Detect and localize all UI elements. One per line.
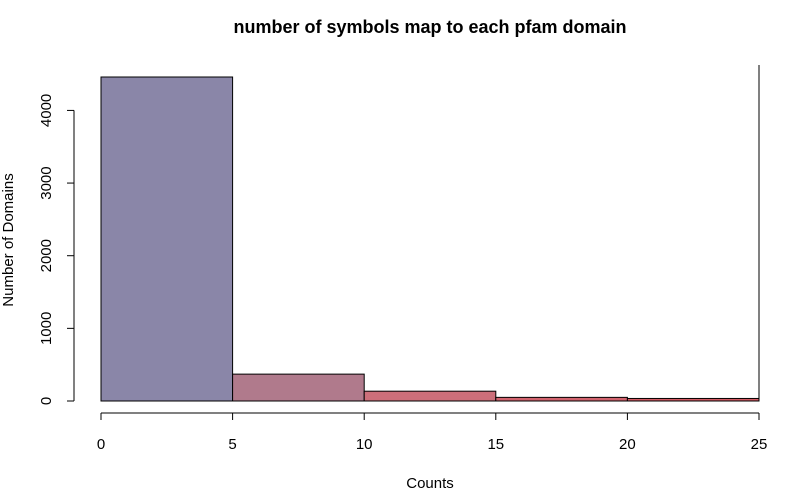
x-tick-label-15: 15 [487,436,504,453]
x-axis-label: Counts [406,475,454,492]
bar-5-10 [232,373,365,402]
bar-15-20 [495,396,628,402]
y-tick-label-3000: 3000 [38,166,55,199]
x-tick-label-0: 0 [97,436,105,453]
y-tick-label-0: 0 [38,397,55,405]
bars-group [100,76,760,402]
y-tick-label-1000: 1000 [38,312,55,345]
x-tick-label-25: 25 [751,436,768,453]
x-axis: 0 5 10 15 20 25 [97,412,768,453]
y-tick-label-2000: 2000 [38,239,55,272]
y-axis-label: Number of Domains [0,173,17,306]
bar-10-15 [363,390,497,402]
x-tick-label-5: 5 [228,436,236,453]
bar-20-25 [626,397,760,402]
y-tick-label-4000: 4000 [38,94,55,127]
y-axis: 0 1000 2000 3000 4000 [38,94,75,405]
x-tick-label-10: 10 [356,436,373,453]
x-tick-label-20: 20 [619,436,636,453]
chart-title: number of symbols map to each pfam domai… [233,17,626,37]
bar-0-5 [100,76,234,402]
